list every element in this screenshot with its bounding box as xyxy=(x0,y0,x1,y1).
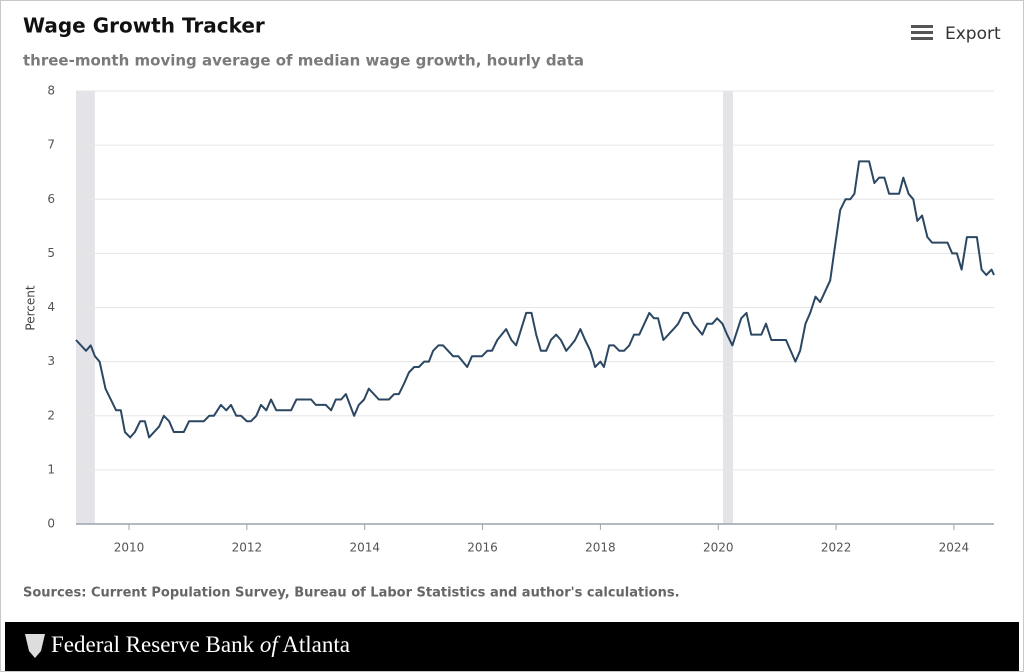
x-tick-label: 2016 xyxy=(467,541,498,555)
x-tick-label: 2012 xyxy=(232,541,263,555)
source-note: Sources: Current Population Survey, Bure… xyxy=(23,586,680,601)
y-tick-label: 5 xyxy=(47,246,55,260)
brand-text: Federal Reserve Bank xyxy=(51,632,255,657)
x-tick-label: 2020 xyxy=(703,541,734,555)
y-tick-label: 7 xyxy=(47,138,55,152)
y-tick-label: 8 xyxy=(47,84,55,98)
y-axis-label: Percent xyxy=(24,285,38,330)
brand-text: of xyxy=(260,632,282,657)
y-tick-label: 2 xyxy=(47,408,55,422)
menu-icon xyxy=(911,37,933,40)
export-label[interactable]: Export xyxy=(945,24,1001,44)
export-button[interactable]: Export xyxy=(911,24,1001,44)
brand-text: Atlanta xyxy=(282,632,350,657)
x-tick-label: 2018 xyxy=(585,541,616,555)
chart-title: Wage Growth Tracker xyxy=(23,14,265,38)
y-tick-label: 1 xyxy=(47,462,55,476)
brand-logo xyxy=(25,634,45,658)
x-tick-label: 2024 xyxy=(939,541,970,555)
chart-subtitle: three-month moving average of median wag… xyxy=(23,52,584,70)
x-tick-label: 2014 xyxy=(349,541,380,555)
y-tick-label: 6 xyxy=(47,192,55,206)
data-line xyxy=(75,160,995,439)
y-tick-label: 3 xyxy=(47,354,55,368)
footer-bar xyxy=(5,622,1019,671)
x-tick-label: 2010 xyxy=(114,541,145,555)
y-tick-label: 4 xyxy=(47,300,55,314)
menu-icon xyxy=(911,31,933,34)
brand-name: Federal Reserve Bank of Atlanta xyxy=(51,632,350,657)
y-tick-label: 0 xyxy=(47,517,55,531)
x-tick-label: 2022 xyxy=(821,541,852,555)
menu-icon xyxy=(911,25,933,28)
